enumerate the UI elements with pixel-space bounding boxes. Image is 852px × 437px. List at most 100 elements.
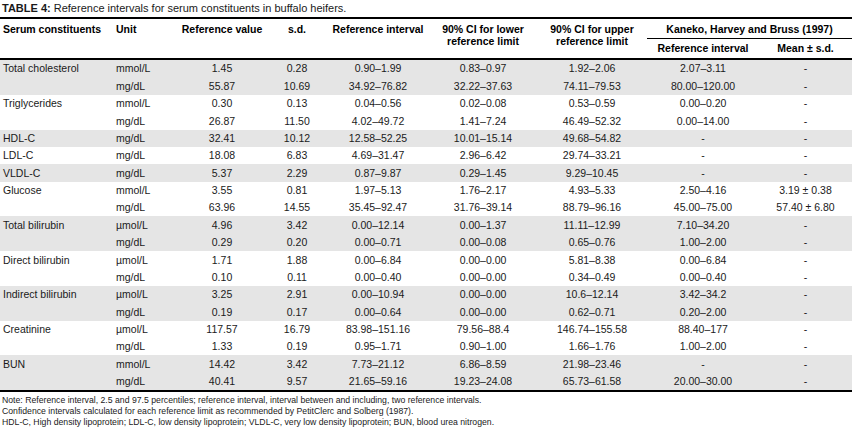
cell-unit: µmol/L: [113, 216, 177, 233]
cell-kaneko-reference-interval: 80.00–120.00: [647, 77, 759, 94]
cell-sd: 11.50: [267, 112, 327, 129]
cell-reference-interval: 4.02–49.72: [327, 112, 429, 129]
cell-ci-lower: 0.00–0.00: [429, 303, 537, 320]
cell-reference-interval: 0.87–9.87: [327, 164, 429, 181]
cell-sd: 10.12: [267, 130, 327, 147]
cell-ci-lower: 0.83–0.97: [429, 59, 537, 77]
cell-kaneko-reference-interval: -: [647, 355, 759, 372]
cell-kaneko-mean-sd: -: [759, 338, 852, 355]
cell-kaneko-reference-interval: 0.20–2.00: [647, 303, 759, 320]
table-row: Creatinine µmol/L 117.57 16.79 83.98–151…: [0, 321, 852, 338]
cell-sd: 3.42: [267, 355, 327, 372]
cell-kaneko-reference-interval: 2.07–3.11: [647, 59, 759, 77]
cell-constituent: [0, 303, 113, 320]
cell-sd: 0.28: [267, 59, 327, 77]
cell-ci-upper: 0.34–0.49: [537, 269, 647, 286]
cell-sd: 14.55: [267, 199, 327, 216]
cell-kaneko-mean-sd: 3.19 ± 0.38: [759, 182, 852, 199]
cell-ci-upper: 1.92–2.06: [537, 59, 647, 77]
col-header-reference-interval: Reference interval: [327, 18, 429, 59]
col-header-ci-upper: 90% CI for upper reference limit: [537, 18, 647, 59]
table-row: mg/dL 0.19 0.17 0.00–0.64 0.00–0.00 0.62…: [0, 303, 852, 320]
cell-unit: mg/dL: [113, 269, 177, 286]
cell-kaneko-mean-sd: -: [759, 130, 852, 147]
cell-reference-interval: 0.00–0.71: [327, 234, 429, 251]
cell-unit: mmol/L: [113, 95, 177, 112]
cell-constituent: Direct bilirubin: [0, 251, 113, 268]
cell-reference-value: 1.71: [177, 251, 267, 268]
cell-reference-interval: 12.58–52.25: [327, 130, 429, 147]
col-header-ci-lower: 90% CI for lower reference limit: [429, 18, 537, 59]
cell-ci-lower: 19.23–24.08: [429, 373, 537, 391]
cell-unit: mg/dL: [113, 199, 177, 216]
cell-constituent: LDL-C: [0, 147, 113, 164]
cell-kaneko-mean-sd: -: [759, 112, 852, 129]
cell-kaneko-mean-sd: -: [759, 303, 852, 320]
table-row: mg/dL 55.87 10.69 34.92–76.82 32.22–37.6…: [0, 77, 852, 94]
cell-ci-lower: 0.29–1.45: [429, 164, 537, 181]
cell-reference-interval: 83.98–151.16: [327, 321, 429, 338]
table-row: Triglycerides mmol/L 0.30 0.13 0.04–0.56…: [0, 95, 852, 112]
cell-sd: 2.29: [267, 164, 327, 181]
cell-reference-value: 3.55: [177, 182, 267, 199]
cell-ci-lower: 0.00–0.00: [429, 286, 537, 303]
cell-ci-upper: 11.11–12.99: [537, 216, 647, 233]
cell-reference-value: 0.29: [177, 234, 267, 251]
cell-constituent: Creatinine: [0, 321, 113, 338]
cell-kaneko-reference-interval: -: [647, 147, 759, 164]
table-row: Indirect bilirubin µmol/L 3.25 2.91 0.00…: [0, 286, 852, 303]
cell-ci-lower: 2.96–6.42: [429, 147, 537, 164]
cell-reference-interval: 35.45–92.47: [327, 199, 429, 216]
cell-kaneko-mean-sd: -: [759, 286, 852, 303]
table-number-label: TABLE 4:: [2, 2, 51, 14]
cell-sd: 1.88: [267, 251, 327, 268]
cell-reference-value: 1.33: [177, 338, 267, 355]
cell-reference-interval: 0.00–0.40: [327, 269, 429, 286]
cell-reference-interval: 0.00–10.94: [327, 286, 429, 303]
cell-reference-value: 26.87: [177, 112, 267, 129]
cell-ci-upper: 4.93–5.33: [537, 182, 647, 199]
cell-unit: mg/dL: [113, 164, 177, 181]
cell-ci-lower: 32.22–37.63: [429, 77, 537, 94]
cell-unit: mmol/L: [113, 182, 177, 199]
cell-sd: 9.57: [267, 373, 327, 391]
cell-unit: mg/dL: [113, 338, 177, 355]
cell-ci-lower: 0.90–1.00: [429, 338, 537, 355]
cell-unit: mg/dL: [113, 234, 177, 251]
cell-ci-upper: 0.53–0.59: [537, 95, 647, 112]
cell-constituent: BUN: [0, 355, 113, 372]
cell-reference-interval: 1.97–5.13: [327, 182, 429, 199]
cell-ci-upper: 49.68–54.82: [537, 130, 647, 147]
cell-sd: 0.17: [267, 303, 327, 320]
cell-unit: mg/dL: [113, 112, 177, 129]
cell-kaneko-reference-interval: 3.42–34.2: [647, 286, 759, 303]
cell-unit: µmol/L: [113, 286, 177, 303]
table-caption: TABLE 4: Reference intervals for serum c…: [0, 0, 852, 17]
cell-reference-interval: 0.00–6.84: [327, 251, 429, 268]
cell-kaneko-reference-interval: 0.00–0.40: [647, 269, 759, 286]
cell-reference-interval: 34.92–76.82: [327, 77, 429, 94]
cell-reference-value: 32.41: [177, 130, 267, 147]
table-row: LDL-C mg/dL 18.08 6.83 4.69–31.47 2.96–6…: [0, 147, 852, 164]
footnote-line: Confidence intervals calculated for each…: [2, 406, 850, 417]
cell-constituent: Triglycerides: [0, 95, 113, 112]
cell-ci-lower: 1.41–7.24: [429, 112, 537, 129]
cell-reference-value: 0.30: [177, 95, 267, 112]
cell-sd: 3.42: [267, 216, 327, 233]
table-row: mg/dL 26.87 11.50 4.02–49.72 1.41–7.24 4…: [0, 112, 852, 129]
table-row: Glucose mmol/L 3.55 0.81 1.97–5.13 1.76–…: [0, 182, 852, 199]
cell-kaneko-mean-sd: -: [759, 251, 852, 268]
col-header-kaneko-reference-interval: Reference interval: [647, 39, 759, 60]
cell-constituent: Indirect bilirubin: [0, 286, 113, 303]
cell-reference-value: 14.42: [177, 355, 267, 372]
cell-reference-value: 0.10: [177, 269, 267, 286]
cell-ci-upper: 74.11–79.53: [537, 77, 647, 94]
cell-reference-value: 4.96: [177, 216, 267, 233]
cell-reference-interval: 0.95–1.71: [327, 338, 429, 355]
col-header-sd: s.d.: [267, 18, 327, 59]
cell-constituent: VLDL-C: [0, 164, 113, 181]
table-row: VLDL-C mg/dL 5.37 2.29 0.87–9.87 0.29–1.…: [0, 164, 852, 181]
table-row: BUN mmol/L 14.42 3.42 7.73–21.12 6.86–8.…: [0, 355, 852, 372]
table-row: mg/dL 40.41 9.57 21.65–59.16 19.23–24.08…: [0, 373, 852, 391]
cell-ci-upper: 9.29–10.45: [537, 164, 647, 181]
